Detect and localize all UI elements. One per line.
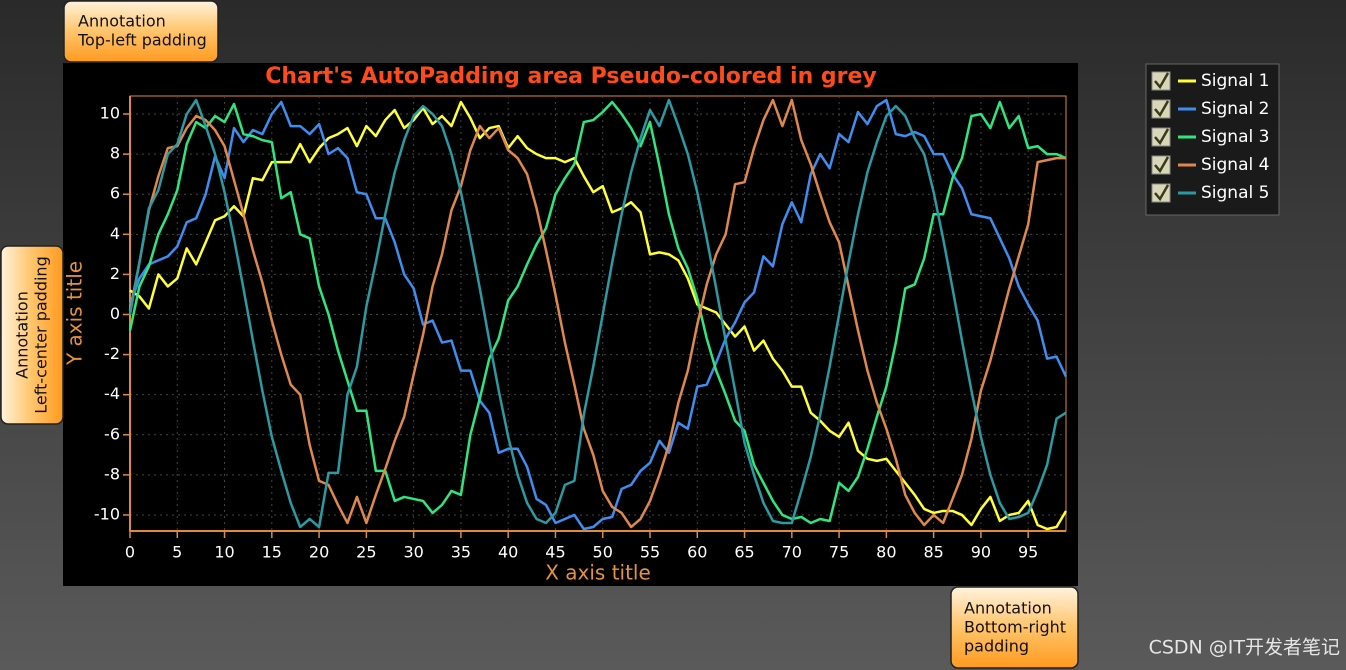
annotation-box xyxy=(0,245,64,425)
x-tick-label: 20 xyxy=(309,543,329,562)
series-line xyxy=(128,98,1066,529)
checkmark xyxy=(1154,156,1170,174)
annotation-top-left: Annotation Top-left padding xyxy=(63,0,219,63)
checkmark xyxy=(1154,72,1170,90)
series-line xyxy=(128,98,1067,529)
y-tick-label: 8 xyxy=(110,144,120,163)
x-tick-label: 55 xyxy=(640,543,660,562)
checkmark xyxy=(1154,100,1170,118)
watermark: CSDN @IT开发者笔记 xyxy=(1149,637,1340,659)
y-tick-label: -8 xyxy=(104,464,120,483)
x-tick-label: 80 xyxy=(876,543,896,562)
y-tick-label: -6 xyxy=(104,424,120,443)
x-tick-label: 75 xyxy=(829,543,849,562)
plot xyxy=(128,98,1068,531)
x-tick-label: 10 xyxy=(214,543,234,562)
legend: Signal 1 Signal 2 Signal 3 Signal 4 Signal 5 xyxy=(1145,63,1280,216)
series-line xyxy=(128,98,1068,531)
annotation-box xyxy=(63,0,219,63)
annotation-text: Left-center padding xyxy=(32,256,51,413)
annotation-left-center: Annotation Left-center padding xyxy=(0,245,64,425)
x-tick-label: 90 xyxy=(971,543,991,562)
x-tick-label: 45 xyxy=(545,543,565,562)
annotation-text: Annotation xyxy=(13,291,32,379)
legend-item[interactable]: Signal 3 xyxy=(1151,127,1269,147)
x-tick-label: 5 xyxy=(172,543,182,562)
legend-label: Signal 5 xyxy=(1201,183,1269,203)
x-tick-label: 70 xyxy=(782,543,802,562)
x-tick-label: 95 xyxy=(1018,543,1038,562)
y-tick-label: -2 xyxy=(104,344,120,363)
y-tick-label: -10 xyxy=(94,504,120,523)
x-tick-label: 30 xyxy=(403,543,423,562)
grid: -10 -8 -6 -4 -2 0 2 4 6 8 10 0 5 10 15 20 25 30 35 40 45 50 55… xyxy=(94,96,1066,562)
legend-label: Signal 2 xyxy=(1201,99,1269,119)
chart-title: Chart's AutoPadding area Pseudo-colored … xyxy=(265,64,877,89)
x-tick-label: 60 xyxy=(687,543,707,562)
legend-item[interactable]: Signal 5 xyxy=(1151,183,1269,203)
x-tick-label: 35 xyxy=(451,543,471,562)
annotation-text: Annotation xyxy=(78,12,166,31)
annotation-text: Top-left padding xyxy=(77,31,207,50)
legend-item[interactable]: Signal 1 xyxy=(1151,71,1269,91)
y-tick-label: -4 xyxy=(104,384,120,403)
legend-label: Signal 1 xyxy=(1201,71,1269,91)
x-tick-label: 50 xyxy=(593,543,613,562)
annotation-text: Bottom-right xyxy=(964,618,1066,637)
y-axis-title: Y axis title xyxy=(63,261,87,366)
x-tick-label: 65 xyxy=(734,543,754,562)
y-tick-label: 6 xyxy=(110,184,120,203)
y-tick-label: 0 xyxy=(110,304,120,323)
x-tick-label: 85 xyxy=(923,543,943,562)
y-tick-label: 2 xyxy=(110,264,120,283)
x-tick-label: 0 xyxy=(125,543,135,562)
x-tick-label: 40 xyxy=(498,543,518,562)
x-tick-label: 25 xyxy=(356,543,376,562)
x-tick-label: 15 xyxy=(262,543,282,562)
checkmark xyxy=(1154,128,1170,146)
annotation-text: Annotation xyxy=(964,599,1052,618)
x-axis-title: X axis title xyxy=(545,561,651,585)
plot-area xyxy=(129,95,1067,532)
annotation-text: padding xyxy=(964,637,1029,656)
series-line xyxy=(128,100,1067,525)
y-tick-label: 4 xyxy=(110,224,120,243)
annotation-bottom-right: Annotation Bottom-right padding xyxy=(950,586,1079,669)
y-tick-label: 10 xyxy=(100,104,120,123)
legend-item[interactable]: Signal 2 xyxy=(1151,99,1269,119)
legend-label: Signal 3 xyxy=(1201,127,1269,147)
checkmark xyxy=(1154,184,1170,202)
legend-label: Signal 4 xyxy=(1201,155,1269,175)
series-line xyxy=(129,100,1068,531)
annotation-box xyxy=(950,586,1079,669)
legend-item[interactable]: Signal 4 xyxy=(1151,155,1269,175)
